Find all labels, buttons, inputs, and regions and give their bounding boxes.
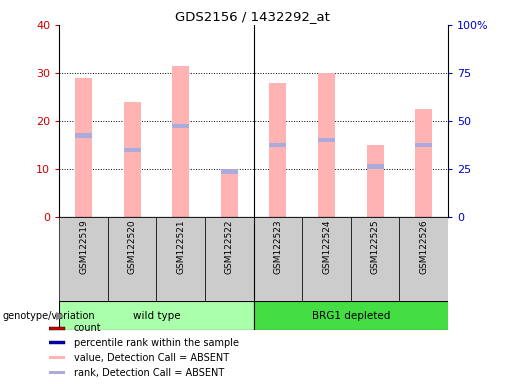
Bar — [400, 217, 448, 301]
Text: GSM122523: GSM122523 — [273, 220, 282, 274]
Bar — [124, 102, 141, 217]
Bar — [49, 356, 65, 359]
Bar — [75, 78, 92, 217]
Text: GSM122520: GSM122520 — [128, 220, 136, 274]
Bar — [205, 217, 253, 301]
Text: count: count — [74, 323, 101, 333]
Text: value, Detection Call = ABSENT: value, Detection Call = ABSENT — [74, 353, 229, 363]
Bar — [253, 217, 302, 301]
Bar — [415, 109, 432, 217]
Text: GSM122519: GSM122519 — [79, 220, 88, 274]
Bar — [351, 217, 400, 301]
Text: percentile rank within the sample: percentile rank within the sample — [74, 338, 238, 348]
Text: ▶: ▶ — [56, 311, 64, 321]
Bar — [124, 147, 141, 152]
Bar — [59, 301, 253, 330]
Text: GSM122525: GSM122525 — [371, 220, 380, 274]
Bar — [415, 143, 432, 147]
Bar — [269, 83, 286, 217]
Bar — [221, 171, 238, 217]
Bar — [367, 164, 384, 169]
Text: GDS2156 / 1432292_at: GDS2156 / 1432292_at — [175, 10, 330, 23]
Bar — [49, 326, 65, 329]
Bar — [172, 124, 189, 128]
Text: genotype/variation: genotype/variation — [3, 311, 95, 321]
Bar — [269, 143, 286, 147]
Bar — [253, 301, 472, 330]
Bar — [59, 217, 108, 301]
Bar — [157, 217, 205, 301]
Bar — [302, 217, 351, 301]
Text: GSM122524: GSM122524 — [322, 220, 331, 274]
Bar — [108, 217, 157, 301]
Text: rank, Detection Call = ABSENT: rank, Detection Call = ABSENT — [74, 368, 224, 378]
Text: GSM122522: GSM122522 — [225, 220, 234, 274]
Text: GSM122526: GSM122526 — [419, 220, 428, 274]
Bar — [367, 145, 384, 217]
Bar — [49, 341, 65, 344]
Bar — [318, 138, 335, 142]
Bar — [172, 66, 189, 217]
Text: wild type: wild type — [133, 311, 180, 321]
Bar — [318, 73, 335, 217]
Text: GSM122521: GSM122521 — [176, 220, 185, 274]
Bar — [75, 133, 92, 137]
Bar — [49, 371, 65, 374]
Bar — [221, 169, 238, 174]
Text: BRG1 depleted: BRG1 depleted — [312, 311, 390, 321]
